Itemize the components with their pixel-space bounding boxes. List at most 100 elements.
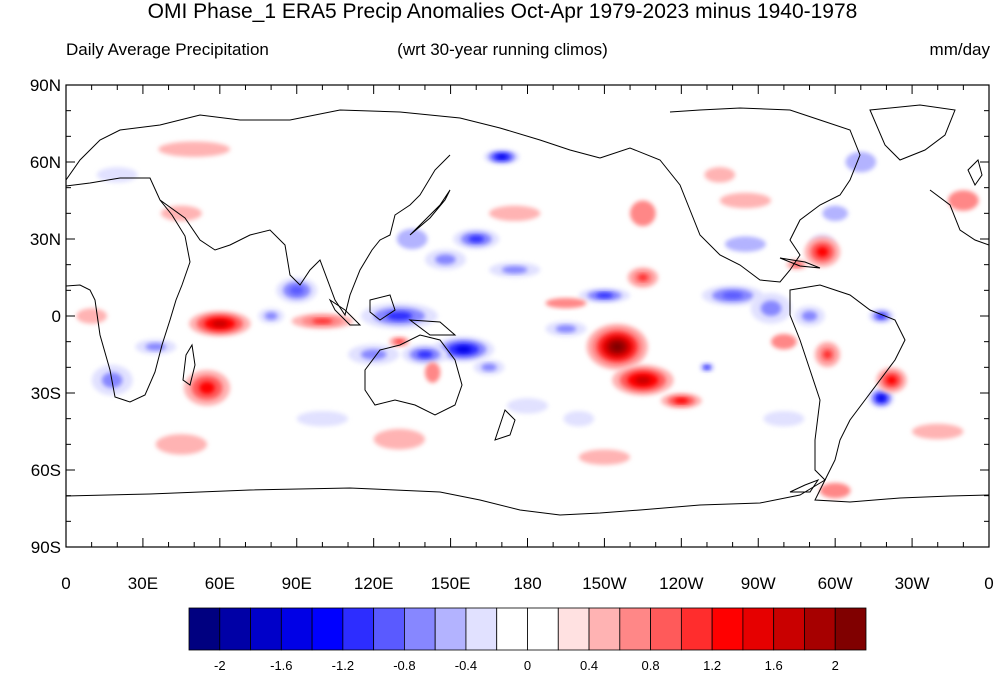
anomaly-patch — [704, 167, 736, 183]
anomaly-patch — [76, 308, 108, 324]
colorbar-swatch — [742, 607, 775, 651]
anomaly-patch — [501, 265, 528, 274]
anomaly-patch — [497, 154, 507, 159]
lon-tick-label: 30E — [128, 574, 158, 593]
colorbar-swatch — [250, 607, 282, 651]
anomaly-patch — [771, 333, 797, 350]
coastline-south-america — [789, 284, 906, 481]
lon-tick-label: 120E — [354, 574, 394, 593]
anomaly-patch — [545, 298, 587, 309]
anomaly-patch — [637, 274, 649, 281]
anomaly-patch — [435, 254, 456, 265]
colorbar-tick-label: 2 — [832, 658, 839, 673]
coastline-japan — [409, 189, 451, 236]
lat-tick-label: 90N — [30, 76, 61, 95]
coastline-africa — [66, 177, 191, 403]
coastline-eurasia-north — [66, 109, 601, 181]
anomaly-patch — [635, 376, 651, 385]
anomaly-patch — [816, 246, 829, 257]
anomaly-patch — [563, 410, 595, 427]
anomaly-patch — [424, 362, 441, 383]
anomaly-patch — [158, 141, 231, 157]
colorbar-swatch — [311, 607, 344, 651]
colorbar-swatch — [680, 607, 713, 651]
coastline-asia-south — [159, 154, 451, 317]
coastline-new-guinea — [408, 319, 457, 336]
colorbar-tick-label: -1.6 — [270, 658, 292, 673]
colorbar-swatch — [711, 607, 744, 651]
coastline-new-zealand — [494, 409, 516, 441]
anomaly-patch — [612, 342, 623, 351]
anomaly-patch — [199, 381, 215, 394]
lon-tick-label: 150W — [582, 574, 626, 593]
anomaly-field — [76, 141, 979, 499]
anomaly-patch — [886, 375, 897, 385]
colorbar-swatch — [219, 607, 251, 651]
anomaly-patch — [630, 200, 656, 227]
lon-tick-label: 90E — [282, 574, 312, 593]
colorbar-tick-label: 0.4 — [580, 658, 598, 673]
anomaly-patch — [312, 318, 333, 324]
anomaly-patch — [396, 228, 428, 250]
anomaly-patch — [877, 313, 886, 319]
colorbar-swatch — [188, 607, 221, 651]
anomaly-patch — [595, 292, 613, 299]
anomaly-patch — [417, 351, 433, 358]
anomaly-patch — [468, 235, 484, 243]
anomaly-patch — [819, 482, 851, 499]
lat-tick-label: 60S — [31, 461, 61, 480]
anomaly-patch — [296, 410, 349, 427]
anomaly-patch — [395, 339, 403, 344]
lon-tick-label: 0 — [61, 574, 70, 593]
lon-tick-label: 30W — [895, 574, 930, 593]
lon-tick-label: 90W — [741, 574, 776, 593]
anomaly-patch — [724, 236, 766, 252]
anomaly-patch — [264, 312, 278, 320]
colorbar-swatch — [588, 607, 621, 651]
anomaly-patch — [212, 320, 228, 327]
colorbar-tick-label: -1.2 — [332, 658, 354, 673]
anomaly-patch — [719, 192, 772, 209]
coastline-antarctic-peninsula — [789, 478, 820, 493]
anomaly-patch — [489, 205, 541, 222]
latitude-axis: 90N 60N 30N 0 30S 60S 90S — [30, 76, 989, 557]
colorbar-tick-label: -2 — [214, 658, 226, 673]
coastline-antarctica — [66, 478, 989, 516]
climatology-subtitle: (wrt 30-year running climos) — [397, 40, 608, 59]
anomaly-patch — [155, 434, 208, 455]
anomaly-patch — [823, 350, 832, 359]
colorbar-swatch — [280, 607, 313, 651]
colorbar-swatch — [773, 607, 805, 651]
lat-tick-label: 30S — [31, 384, 61, 403]
lon-tick-label: 60E — [205, 574, 235, 593]
colorbar-swatch — [404, 607, 436, 651]
colorbar-tick-label: 1.2 — [703, 658, 721, 673]
coastline-north-america — [599, 107, 861, 283]
colorbar-tick-label: 1.6 — [765, 658, 783, 673]
colorbar-swatch — [834, 607, 867, 651]
colorbar: -2 -1.6 -1.2 -0.8 -0.4 0 0.4 0.8 1.2 1.6 2 — [188, 607, 867, 673]
anomaly-patch — [289, 286, 304, 295]
anomaly-patch — [845, 151, 877, 173]
anomaly-patch — [763, 410, 805, 427]
anomaly-patch — [481, 363, 497, 372]
colorbar-swatch — [557, 607, 590, 651]
coastline-australia — [364, 334, 463, 416]
longitude-axis: 0 30E 60E 90E 120E 150E 180 150W 120W 90W 60W 30W 0 — [61, 85, 994, 593]
anomaly-patch — [760, 300, 782, 316]
colorbar-swatch — [650, 607, 682, 651]
coastline-cuba — [779, 257, 821, 269]
coastline-uk — [967, 159, 983, 186]
colorbar-swatch — [465, 607, 498, 651]
colorbar-tick-label: 0.8 — [642, 658, 660, 673]
colorbar-tick-label: -0.4 — [455, 658, 477, 673]
anomaly-patch — [878, 395, 885, 401]
colorbar-swatch — [619, 607, 651, 651]
coastline-greenland — [869, 104, 956, 161]
anomaly-patch — [822, 205, 848, 222]
anomaly-patch — [160, 205, 202, 222]
lat-tick-label: 90S — [31, 538, 61, 557]
lat-tick-label: 0 — [52, 307, 61, 326]
colorbar-swatch — [496, 607, 528, 651]
